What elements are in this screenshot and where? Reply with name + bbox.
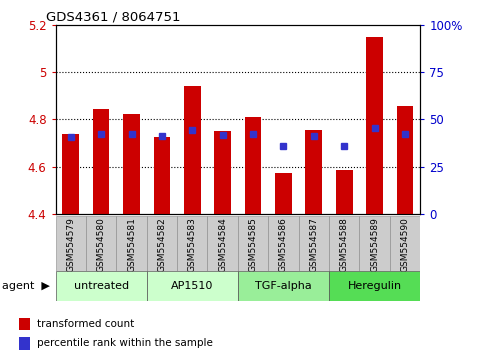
Bar bbox=[275, 173, 292, 214]
FancyBboxPatch shape bbox=[86, 216, 116, 271]
Bar bbox=[214, 131, 231, 214]
Text: TGF-alpha: TGF-alpha bbox=[255, 281, 312, 291]
FancyBboxPatch shape bbox=[238, 271, 329, 301]
FancyBboxPatch shape bbox=[298, 216, 329, 271]
Bar bbox=[336, 170, 353, 214]
Text: GSM554579: GSM554579 bbox=[66, 218, 75, 273]
Bar bbox=[62, 134, 79, 214]
Bar bbox=[123, 114, 140, 214]
FancyBboxPatch shape bbox=[359, 216, 390, 271]
FancyBboxPatch shape bbox=[56, 216, 86, 271]
FancyBboxPatch shape bbox=[147, 216, 177, 271]
Bar bbox=[19, 318, 30, 330]
Text: GSM554580: GSM554580 bbox=[97, 218, 106, 273]
Bar bbox=[397, 107, 413, 214]
Text: percentile rank within the sample: percentile rank within the sample bbox=[37, 338, 213, 348]
Text: agent  ▶: agent ▶ bbox=[2, 281, 50, 291]
Bar bbox=[245, 117, 261, 214]
Bar bbox=[366, 36, 383, 214]
Bar bbox=[154, 137, 170, 214]
FancyBboxPatch shape bbox=[329, 271, 420, 301]
Bar bbox=[184, 86, 200, 214]
Text: GSM554582: GSM554582 bbox=[157, 218, 167, 272]
Text: GSM554588: GSM554588 bbox=[340, 218, 349, 273]
FancyBboxPatch shape bbox=[238, 216, 268, 271]
Bar bbox=[93, 109, 110, 214]
Text: GSM554584: GSM554584 bbox=[218, 218, 227, 272]
FancyBboxPatch shape bbox=[268, 216, 298, 271]
FancyBboxPatch shape bbox=[177, 216, 208, 271]
Text: GSM554589: GSM554589 bbox=[370, 218, 379, 273]
Text: GSM554587: GSM554587 bbox=[309, 218, 318, 273]
Text: untreated: untreated bbox=[73, 281, 128, 291]
Bar bbox=[19, 337, 30, 350]
Text: Heregulin: Heregulin bbox=[348, 281, 402, 291]
FancyBboxPatch shape bbox=[116, 216, 147, 271]
FancyBboxPatch shape bbox=[56, 271, 147, 301]
Text: GSM554581: GSM554581 bbox=[127, 218, 136, 273]
FancyBboxPatch shape bbox=[390, 216, 420, 271]
Text: transformed count: transformed count bbox=[37, 319, 134, 329]
FancyBboxPatch shape bbox=[329, 216, 359, 271]
Text: GSM554585: GSM554585 bbox=[249, 218, 257, 273]
FancyBboxPatch shape bbox=[208, 216, 238, 271]
FancyBboxPatch shape bbox=[147, 271, 238, 301]
Text: AP1510: AP1510 bbox=[171, 281, 213, 291]
Text: GSM554583: GSM554583 bbox=[188, 218, 197, 273]
Text: GSM554586: GSM554586 bbox=[279, 218, 288, 273]
Text: GDS4361 / 8064751: GDS4361 / 8064751 bbox=[46, 11, 180, 24]
Bar bbox=[305, 130, 322, 214]
Text: GSM554590: GSM554590 bbox=[400, 218, 410, 273]
